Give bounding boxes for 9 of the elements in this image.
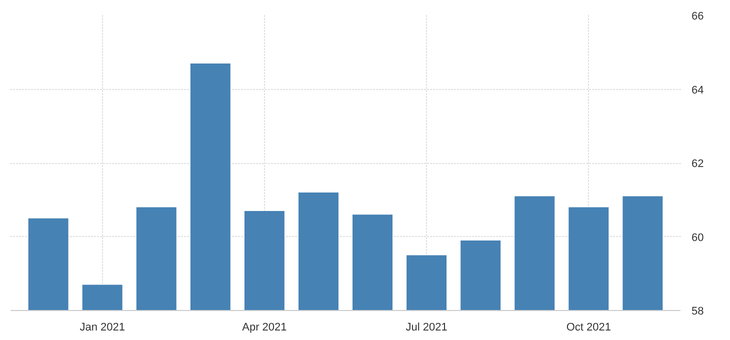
- y-tick-label: 58: [692, 306, 704, 318]
- y-tick-label: 66: [692, 10, 704, 22]
- x-tick-label: Apr 2021: [242, 322, 287, 334]
- y-tick-label: 60: [692, 232, 704, 244]
- y-tick-label: 62: [692, 158, 704, 170]
- x-tick-label: Jul 2021: [406, 322, 448, 334]
- y-tick-label: 64: [692, 84, 704, 96]
- x-tick-label: Oct 2021: [566, 322, 611, 334]
- x-tick-label: Jan 2021: [80, 322, 125, 334]
